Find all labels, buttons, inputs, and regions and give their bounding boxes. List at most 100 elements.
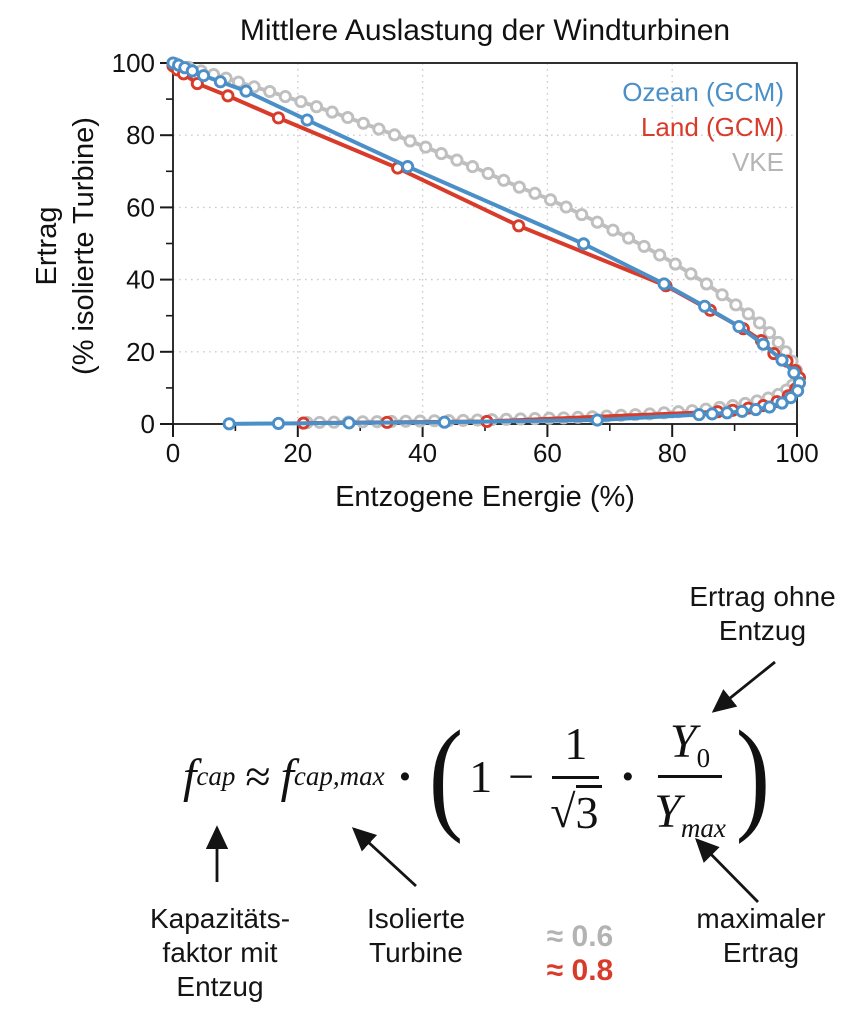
series-marker-Ozean (GCM) [698, 299, 712, 313]
series-marker-Ozean (GCM) [342, 416, 356, 430]
series-marker-Ozean (GCM) [735, 404, 749, 418]
series-marker-Ozean (GCM) [775, 396, 789, 410]
annotation-line: faktor mit [162, 937, 278, 968]
y-tick-label: 20 [126, 337, 155, 367]
radical-sign: √ [550, 785, 576, 837]
series-marker-Ozean (GCM) [762, 400, 777, 414]
series-marker-Land (GCM) [221, 89, 235, 103]
y-tick-label: 80 [126, 120, 155, 150]
annotation-line: Kapazitäts- [149, 903, 291, 934]
multiply-dot: · [619, 748, 637, 804]
formula-f-cap: f [183, 749, 197, 803]
series-marker-VKE [325, 105, 339, 119]
series-marker-VKE [387, 128, 402, 142]
series-marker-Ozean (GCM) [749, 403, 763, 417]
series-marker-VKE [653, 248, 667, 262]
series-marker-VKE [403, 134, 417, 148]
series-marker-VKE [481, 166, 495, 181]
series-marker-VKE [729, 298, 743, 312]
series-marker-VKE [606, 223, 620, 237]
annotation-maximaler-ertrag: maximaler Ertrag [655, 902, 842, 970]
series-marker-VKE [294, 95, 308, 109]
radicand: 3 [575, 784, 602, 836]
series-marker-Ozean (GCM) [720, 406, 734, 420]
series-marker-Ozean (GCM) [437, 415, 451, 429]
series-marker-VKE [434, 147, 448, 161]
series-marker-Ozean (GCM) [401, 160, 415, 174]
x-tick-label: 100 [775, 438, 818, 468]
y-tick-label: 0 [141, 409, 155, 439]
formula-y-max: Y [654, 784, 681, 838]
formula-sub-zero: 0 [696, 742, 711, 773]
series-marker-Ozean (GCM) [213, 75, 227, 89]
series-marker-Ozean (GCM) [300, 113, 314, 127]
series-marker-Land (GCM) [512, 219, 526, 233]
fraction-inv-sqrt3: 1 √ 3 [550, 717, 602, 837]
y-tick-label: 40 [126, 265, 155, 295]
fraction-denominator: √ 3 [550, 779, 602, 837]
fraction-numerator: 1 [552, 717, 600, 779]
series-marker-VKE [590, 215, 604, 229]
series-marker-VKE [741, 307, 755, 321]
series-marker-Ozean (GCM) [775, 353, 789, 367]
annotation-ertrag-ohne-entzug: Ertrag ohne Entzug [655, 580, 842, 648]
arrow-to-y-max [695, 838, 759, 903]
formula-equation: f cap ≈ f cap,max · ( 1 − 1 √ 3 · Y0 Ymax ) [183, 706, 771, 845]
x-tick-label: 20 [283, 438, 312, 468]
series-marker-VKE [637, 239, 651, 253]
formula-f-cap-max: f [280, 749, 294, 803]
series-marker-VKE [684, 267, 698, 281]
annotation-line: Ertrag [722, 937, 800, 968]
arrow-to-y0 [711, 660, 776, 713]
series-marker-VKE [372, 122, 386, 136]
formula-one: 1 [469, 750, 493, 802]
annotation-line: maximaler [696, 903, 826, 934]
x-tick-label: 0 [166, 438, 180, 468]
y-tick-label: 60 [126, 192, 155, 222]
approx-value-land: ≈ 0.8 [546, 954, 614, 987]
series-marker-VKE [753, 316, 767, 330]
annotation-line: Entzug [718, 615, 807, 646]
formula-y0: Y [669, 714, 697, 768]
fraction-denominator: Ymax [654, 778, 726, 842]
series-marker-VKE [356, 116, 370, 130]
annotation-line: Ertrag ohne [689, 581, 836, 612]
series-marker-Ozean (GCM) [271, 416, 286, 431]
series-marker-VKE [528, 186, 542, 200]
minus-operator: − [508, 750, 535, 802]
series-marker-VKE [543, 193, 558, 207]
line-chart: 0 20 40 60 80 100 0 20 40 60 80 100 Ozean (GCM) Land … [112, 48, 819, 468]
series-marker-VKE [762, 326, 777, 340]
series-marker-VKE [621, 231, 636, 245]
series-marker-Ozean (GCM) [705, 407, 719, 421]
y-axis-label-line1: Ertrag [31, 206, 63, 286]
series-marker-Ozean (GCM) [197, 69, 211, 83]
series-marker-VKE [771, 335, 785, 349]
series-marker-Land (GCM) [271, 111, 286, 125]
series-marker-Ozean (GCM) [692, 408, 706, 422]
left-paren: ( [429, 706, 464, 845]
chart-title: Mittlere Auslastung der Windturbinen [239, 14, 731, 47]
y-axis-label-line2: (% isolierte Turbine) [68, 117, 100, 375]
series-marker-VKE [575, 208, 589, 222]
series-marker-Ozean (GCM) [239, 84, 253, 98]
series-marker-VKE [715, 288, 729, 302]
x-tick-label: 80 [658, 438, 687, 468]
x-tick-label: 40 [408, 438, 437, 468]
annotation-isolierte-turbine: Isolierte Turbine [316, 902, 516, 970]
series-marker-VKE [263, 84, 277, 99]
x-axis-label: Entzogene Energie (%) [335, 481, 635, 513]
formula-sub-max: max [680, 812, 726, 843]
series-marker-VKE [465, 160, 480, 174]
approx-operator: ≈ [245, 750, 271, 802]
right-paren: ) [735, 706, 771, 845]
y-axis-label: Ertrag (% isolierte Turbine) [29, 66, 105, 426]
fraction-numerator: Y0 [657, 714, 723, 778]
series-marker-Ozean (GCM) [756, 337, 770, 351]
fraction-y0-ymax: Y0 Ymax [654, 714, 726, 842]
x-tick-label: 60 [533, 438, 562, 468]
series-marker-VKE [699, 277, 714, 291]
annotation-kapazitaetsfaktor: Kapazitäts- faktor mit Entzug [110, 902, 330, 1004]
series-marker-Ozean (GCM) [657, 277, 671, 291]
